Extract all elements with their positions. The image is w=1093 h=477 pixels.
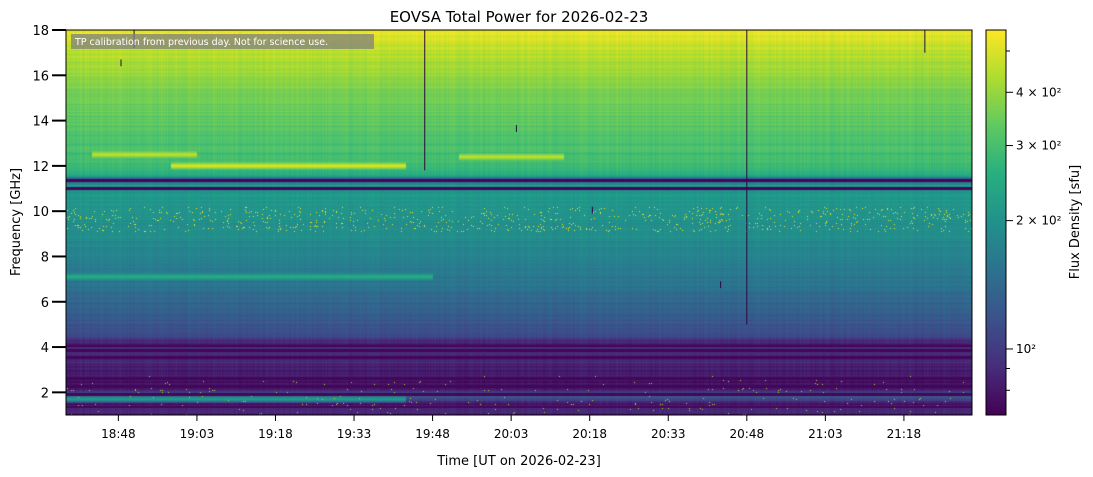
y-tick-label: 18 — [32, 24, 49, 39]
y-axis: 2 4 6 8 10 12 14 16 18 — [32, 24, 66, 401]
colorbar-ticks: 4 × 10² 3 × 10² 2 × 10² 10² — [1006, 50, 1062, 391]
colorbar-gradient — [985, 29, 1007, 416]
x-tick-label: 19:03 — [180, 427, 215, 441]
y-tick-label: 12 — [32, 160, 49, 175]
y-tick-label: 6 — [41, 296, 49, 311]
x-axis: 18:48 19:03 19:18 19:33 19:48 20:03 20:18 20:33… — [101, 415, 921, 441]
y-tick-label: 8 — [41, 250, 49, 265]
x-tick-label: 19:18 — [258, 427, 293, 441]
y-tick-label: 2 — [41, 386, 49, 401]
plot-frame — [65, 29, 973, 416]
x-tick-label: 20:33 — [651, 427, 686, 441]
annotation-box — [71, 34, 374, 49]
y-tick-label: 16 — [32, 69, 49, 84]
x-tick-label: 21:03 — [808, 427, 843, 441]
x-tick-label: 21:18 — [887, 427, 922, 441]
calibration-note: TP calibration from previous day. Not fo… — [74, 37, 328, 48]
x-axis-label: Time [UT on 2026-02-23] — [436, 454, 601, 469]
chart-title: EOVSA Total Power for 2026-02-23 — [390, 8, 649, 26]
x-tick-label: 20:48 — [730, 427, 765, 441]
y-tick-label: 14 — [32, 115, 49, 130]
x-tick-label: 18:48 — [101, 427, 136, 441]
colorbar-tick-label: 2 × 10² — [1016, 214, 1062, 228]
y-tick-label: 10 — [32, 205, 49, 220]
colorbar: 4 × 10² 3 × 10² 2 × 10² 10² Flux Density [s… — [985, 29, 1083, 416]
spike-lines — [120, 30, 926, 325]
y-axis-label: Frequency [GHz] — [9, 168, 24, 276]
colorbar-tick-label: 4 × 10² — [1016, 85, 1062, 99]
x-tick-label: 19:48 — [415, 427, 450, 441]
colorbar-tick-label: 3 × 10² — [1016, 139, 1062, 153]
colorbar-tick-label: 10² — [1016, 342, 1036, 356]
x-tick-label: 19:33 — [337, 427, 372, 441]
plot-area: TP calibration from previous day. Not fo… — [65, 29, 973, 416]
y-tick-label: 4 — [41, 341, 49, 356]
colorbar-label: Flux Density [sfu] — [1068, 165, 1083, 279]
spectrogram-heatmap — [66, 30, 972, 415]
x-tick-label: 20:03 — [494, 427, 529, 441]
x-tick-label: 20:18 — [572, 427, 607, 441]
